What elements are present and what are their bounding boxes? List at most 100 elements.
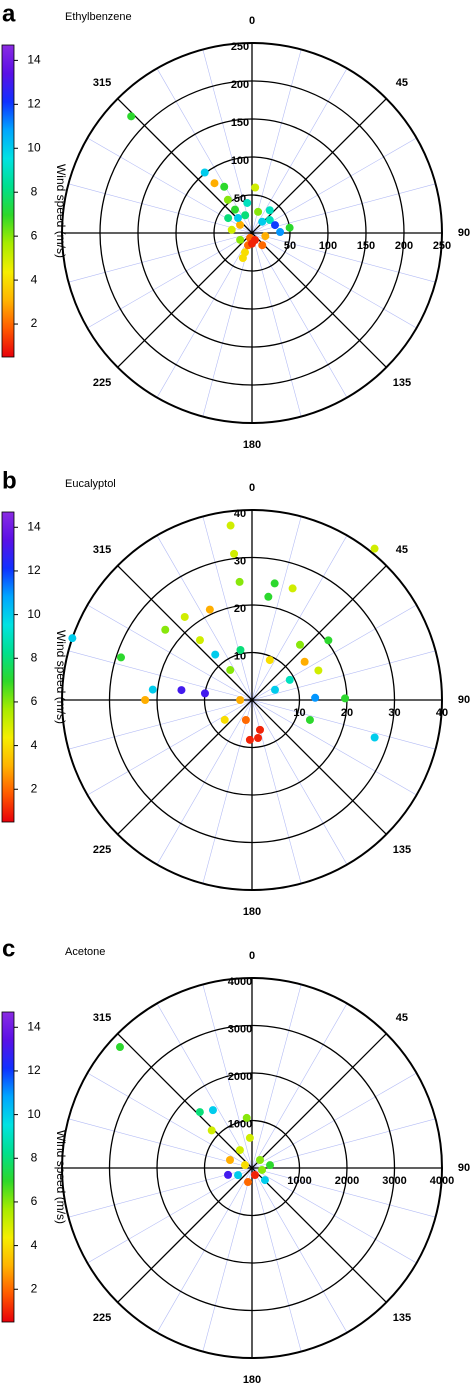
point	[241, 211, 250, 220]
colorbar-tick-label: 6	[31, 1194, 38, 1208]
point	[248, 239, 256, 248]
point	[370, 544, 379, 553]
point	[295, 640, 304, 649]
radial-tick-label: 100	[231, 155, 249, 167]
minor-spoke	[251, 137, 417, 234]
point	[266, 1161, 275, 1170]
colorbar-tick-label: 8	[31, 184, 38, 198]
colorbar-tick-label: 12	[27, 563, 41, 577]
colorbar-label: Wind speed (m/s)	[54, 630, 68, 724]
major-spoke	[117, 1167, 253, 1303]
colorbar	[1, 44, 15, 358]
angle-label: 315	[93, 1012, 111, 1024]
major-spoke	[251, 699, 387, 835]
colorbar-tick-label: 12	[27, 1063, 41, 1077]
point	[195, 636, 204, 645]
angle-label: 0	[249, 950, 255, 962]
colorbar-tick-label: 10	[27, 607, 41, 621]
panel-title: Eucalyptol	[65, 478, 116, 490]
point	[205, 605, 214, 614]
angle-label: 90	[458, 1162, 470, 1174]
point	[195, 1108, 204, 1117]
colorbar	[1, 1011, 15, 1323]
point	[270, 685, 279, 694]
point	[127, 112, 136, 121]
colorbar-tick-label: 2	[31, 316, 38, 330]
point	[265, 656, 274, 665]
radial-tick-label: 200	[231, 79, 249, 91]
colorbar-tick-label: 8	[31, 1150, 38, 1164]
radial-tick-label: 1000	[287, 1175, 311, 1187]
major-spoke	[251, 565, 387, 701]
radial-tick-label: 150	[231, 117, 249, 129]
minor-spoke	[251, 68, 348, 234]
major-spoke	[251, 1167, 387, 1303]
point	[226, 521, 235, 530]
minor-spoke	[251, 49, 302, 234]
minor-spoke	[68, 183, 253, 234]
panel: 10 10 20 20 30 30 40 40 0 45 90 135 180 225 315 2 4 6 8 10 1…	[1, 467, 470, 918]
radial-tick-label: 30	[234, 555, 246, 567]
colorbar-tick-label: 14	[27, 53, 41, 67]
colorbar-tick-label: 6	[31, 694, 38, 708]
radial-tick-label: 40	[234, 508, 246, 520]
point	[311, 693, 320, 702]
major-spoke	[117, 699, 253, 835]
colorbar	[1, 511, 15, 823]
point	[180, 612, 189, 621]
major-spoke	[251, 1033, 387, 1169]
angle-label: 315	[93, 544, 111, 556]
radial-tick-label: 2000	[228, 1071, 252, 1083]
panel-title: Ethylbenzene	[65, 11, 132, 23]
major-spoke	[117, 565, 253, 701]
point	[148, 685, 157, 694]
point	[224, 214, 233, 223]
point	[314, 666, 323, 675]
point	[220, 715, 229, 724]
angle-label: 45	[396, 1012, 408, 1024]
major-spoke	[117, 1033, 253, 1169]
angle-label: 315	[93, 77, 111, 89]
radial-tick-label: 200	[395, 240, 413, 252]
point	[270, 579, 279, 588]
panel: 1000100020002000300030004000400004590135…	[1, 935, 470, 1386]
major-spoke	[251, 98, 387, 234]
point	[224, 1170, 233, 1179]
colorbar-tick-label: 2	[31, 781, 38, 795]
radial-tick-label: 150	[357, 240, 375, 252]
colorbar-tick-label: 14	[27, 1019, 41, 1033]
point	[258, 241, 267, 250]
radial-tick-label: 250	[231, 41, 249, 53]
radial-tick-label: 250	[433, 240, 451, 252]
point	[234, 213, 243, 222]
colorbar-tick-label: 14	[27, 519, 41, 533]
point	[245, 1133, 254, 1142]
point	[242, 1113, 251, 1122]
point	[227, 225, 236, 234]
radial-tick-label: 30	[388, 707, 400, 719]
radial-tick-label: 20	[234, 603, 246, 615]
point	[177, 686, 186, 695]
point	[245, 735, 254, 744]
point	[241, 715, 250, 724]
radial-tick-label: 4000	[228, 976, 252, 988]
point	[236, 646, 245, 655]
radial-tick-label: 10	[234, 650, 246, 662]
minor-spoke	[251, 232, 348, 398]
colorbar-tick-label: 6	[31, 228, 38, 242]
point	[341, 694, 350, 703]
radial-tick-label: 10	[293, 707, 305, 719]
minor-spoke	[251, 232, 417, 329]
point	[243, 198, 252, 207]
minor-spoke	[251, 232, 302, 417]
point	[285, 675, 294, 684]
radial-tick-label: 50	[284, 240, 296, 252]
point	[324, 636, 333, 645]
point	[260, 1176, 269, 1185]
major-spoke	[117, 232, 253, 368]
point	[265, 206, 274, 215]
point	[305, 715, 314, 724]
point	[223, 195, 232, 204]
